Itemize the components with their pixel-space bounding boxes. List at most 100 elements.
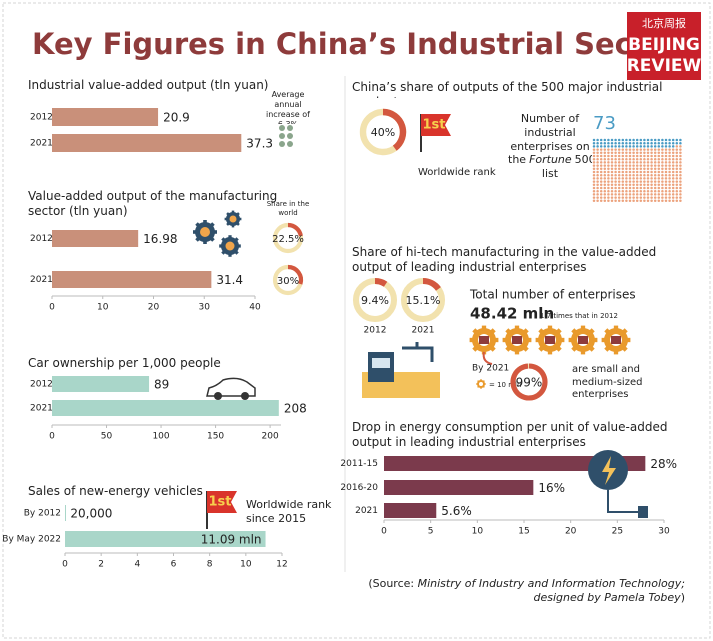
waffle-dot (650, 173, 653, 177)
category-label: 2021 (412, 326, 435, 336)
waffle-dot (661, 164, 664, 167)
waffle-dot (639, 186, 643, 190)
waffle-dot (668, 138, 671, 142)
waffle-dot (607, 170, 610, 174)
waffle-dot (603, 183, 607, 187)
waffle-dot (657, 151, 661, 155)
waffle-dot (625, 177, 628, 180)
waffle-dot (675, 173, 679, 177)
waffle-dot (675, 180, 679, 183)
waffle-dot (639, 177, 643, 180)
waffle-dot (639, 161, 643, 164)
waffle-dot (668, 186, 671, 190)
waffle-dot (646, 161, 650, 164)
waffle-dot (675, 157, 679, 161)
category-label: By 2012 (24, 509, 61, 519)
waffle (592, 138, 682, 203)
waffle-dot (603, 164, 607, 167)
waffle-dot (596, 161, 599, 164)
waffle-dot (679, 157, 682, 161)
waffle-dot (657, 196, 661, 199)
x-tick-label: 0 (62, 560, 68, 570)
waffle-dot (671, 193, 675, 196)
waffle-dot (614, 167, 617, 171)
waffle-dot (603, 170, 607, 174)
waffle-dot (621, 186, 625, 190)
waffle-dot (668, 141, 671, 145)
waffle-dot (679, 199, 682, 203)
x-tick-label: 150 (207, 432, 224, 442)
chart-title: Drop in energy consumption per unit of v… (352, 420, 692, 450)
chart-title-text: Car ownership per 1,000 people (28, 356, 221, 370)
waffle-dot (668, 189, 671, 193)
waffle-dot (639, 173, 643, 177)
x-tick-label: 30 (658, 527, 670, 537)
waffle-dot (679, 151, 682, 155)
waffle-dot (675, 151, 679, 155)
waffle-dot (621, 167, 625, 171)
bar (384, 456, 646, 471)
value-label: 16% (538, 481, 565, 495)
waffle-dot (592, 183, 596, 187)
waffle-dot (621, 180, 625, 183)
x-tick-label: 4 (134, 560, 140, 570)
waffle-dot (679, 186, 682, 190)
waffle-dot (628, 193, 632, 196)
waffle-dot (679, 173, 682, 177)
annotation-text: Share in the world (266, 200, 310, 217)
waffle-dot (668, 161, 671, 164)
waffle-dot (639, 170, 643, 174)
waffle-dot (599, 183, 603, 187)
waffle-dot (617, 189, 621, 193)
waffle-dot (610, 183, 614, 187)
waffle-dot (650, 186, 653, 190)
waffle-dot (603, 157, 607, 161)
waffle-text-text: Number of industrial enterprises on the (508, 112, 590, 167)
waffle-dot (650, 161, 653, 164)
waffle-dot (679, 161, 682, 164)
category-label: 2021 (30, 404, 53, 414)
annotation: Average annual increase of 6.3% (262, 90, 314, 124)
waffle-dot (614, 196, 617, 199)
waffle-dot (603, 186, 607, 190)
waffle-dot (628, 199, 632, 203)
waffle-dot (596, 193, 599, 196)
x-tick-label: 40 (249, 303, 261, 313)
waffle-dot (675, 148, 679, 151)
category-label: By May 2022 (2, 535, 61, 545)
waffle-dot (643, 173, 646, 177)
plug-cable (607, 490, 638, 513)
source: (Source: Ministry of Industry and Inform… (345, 577, 685, 605)
waffle-dot (628, 170, 632, 174)
waffle-dot (614, 183, 617, 187)
chart-title: Sales of new-energy vehicles (28, 484, 328, 499)
category-label: 2021 (30, 139, 53, 149)
waffle-dot (650, 196, 653, 199)
source-text: Ministry of Industry and Information Tec… (417, 577, 685, 590)
waffle-dot (607, 186, 610, 190)
waffle-dot (617, 186, 621, 190)
x-tick-label: 25 (612, 527, 623, 537)
waffle-dot (599, 170, 603, 174)
waffle-dot (643, 193, 646, 196)
waffle-dot (596, 173, 599, 177)
waffle-dot (617, 145, 621, 148)
waffle-dot (679, 180, 682, 183)
waffle-dot (621, 151, 625, 155)
waffle-dot (643, 161, 646, 164)
waffle-dot (607, 138, 610, 142)
waffle-dot (664, 141, 668, 145)
waffle-dot (592, 151, 596, 155)
waffle-dot (668, 173, 671, 177)
waffle-dot (596, 196, 599, 199)
waffle-dot (599, 189, 603, 193)
deco-dot (287, 125, 293, 131)
waffle-dot (621, 157, 625, 161)
x-tick-label: 20 (148, 303, 160, 313)
waffle-dot (628, 157, 632, 161)
category-label: 2012 (30, 380, 53, 390)
chart-title-box: Drop in energy consumption per unit of v… (352, 420, 692, 450)
waffle-dot (635, 145, 639, 148)
waffle-dot (614, 151, 617, 155)
waffle-dot (610, 170, 614, 174)
